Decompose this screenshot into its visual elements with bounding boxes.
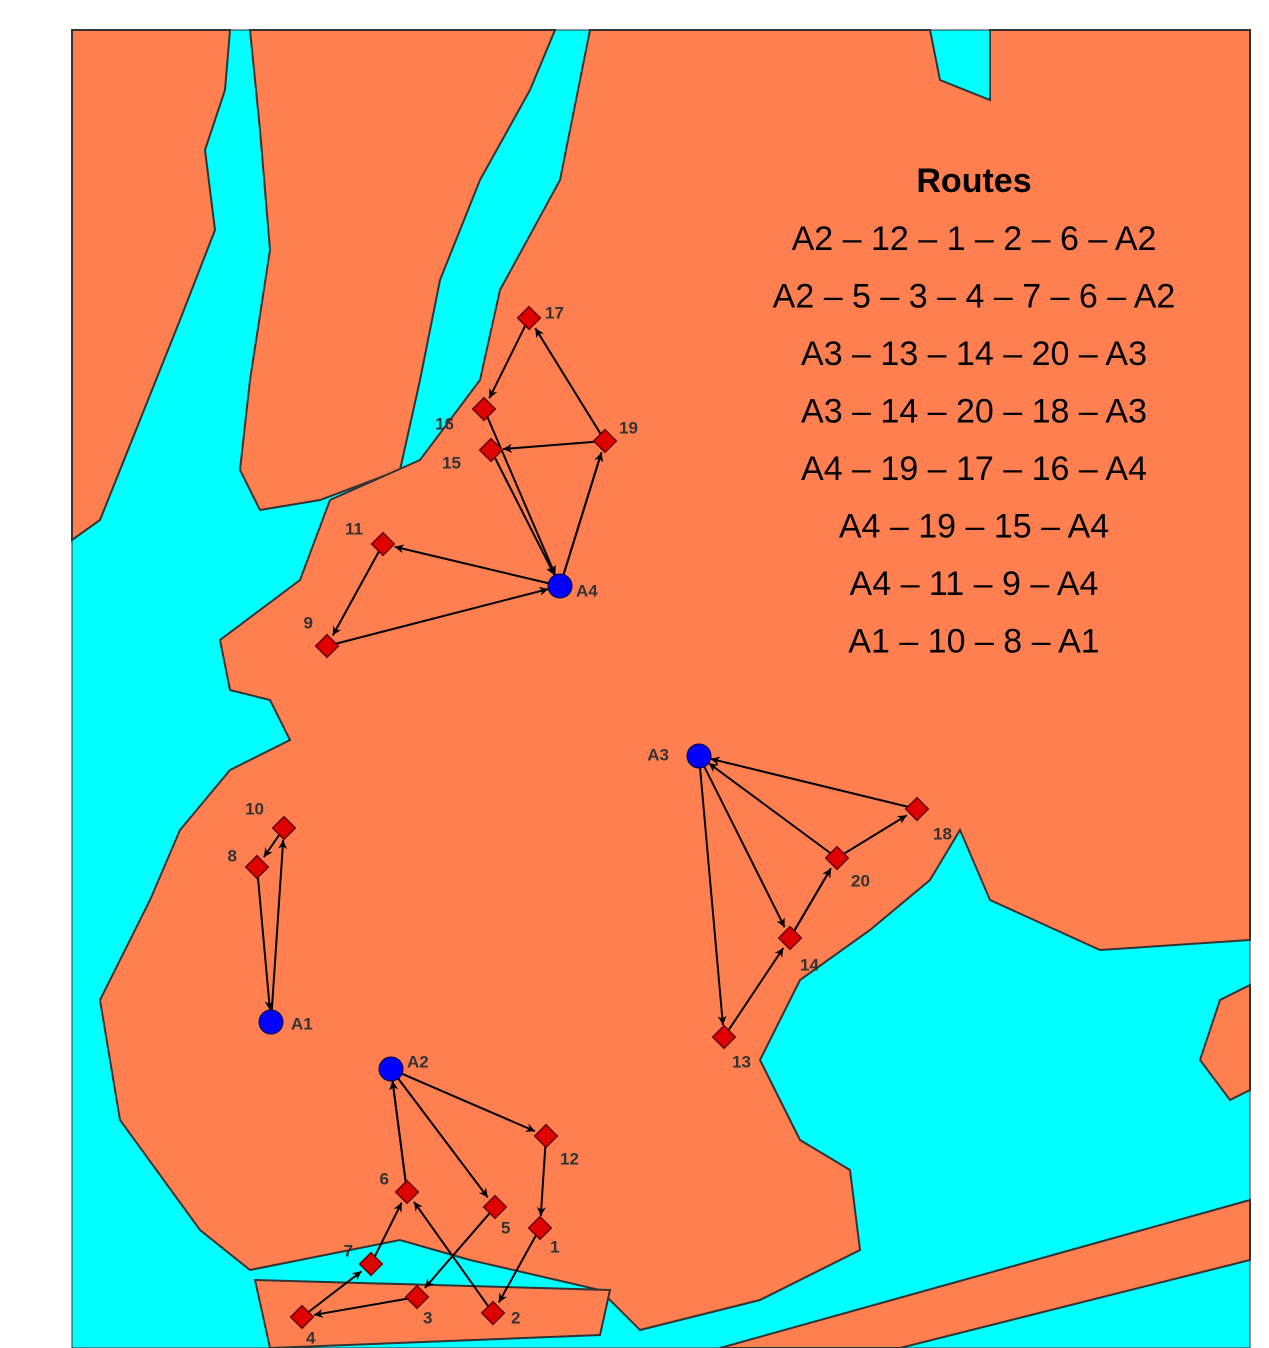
legend-route: A2 – 12 – 1 – 2 – 6 – A2 — [792, 220, 1157, 258]
route-arrow — [413, 1201, 490, 1308]
depot-label: A3 — [647, 745, 669, 764]
route-arrow — [263, 834, 281, 858]
customer-node — [394, 1179, 420, 1205]
customer-node — [358, 1251, 384, 1277]
depot-node — [547, 573, 573, 599]
depot-node — [258, 1009, 284, 1035]
legend-route: A4 – 19 – 17 – 16 – A4 — [801, 450, 1147, 488]
customer-label: 5 — [501, 1218, 510, 1237]
customer-label: 18 — [933, 824, 952, 843]
customer-label: 6 — [380, 1169, 389, 1188]
customer-label: 2 — [511, 1308, 520, 1327]
route-arrow — [493, 456, 556, 576]
route-arrow — [710, 756, 910, 809]
customer-label: 8 — [228, 846, 237, 865]
route-arrow — [397, 1071, 536, 1133]
route-arrow — [534, 327, 602, 435]
customer-label: 19 — [619, 418, 638, 437]
customer-label: 10 — [245, 799, 264, 818]
land-coney — [253, 1278, 612, 1348]
customer-label: 12 — [560, 1149, 579, 1168]
route-arrow — [394, 544, 553, 586]
customer-label: 17 — [545, 303, 564, 322]
legend-route: A1 – 10 – 8 – A1 — [848, 622, 1099, 660]
route-arrow — [793, 867, 832, 932]
customer-node — [592, 428, 618, 454]
route-arrow — [395, 1074, 489, 1199]
customer-node — [777, 925, 803, 951]
routes — [256, 324, 910, 1318]
customer-label: 20 — [851, 871, 870, 890]
route-arrow — [843, 814, 908, 855]
route-arrow — [331, 550, 381, 636]
route-arrow — [727, 947, 785, 1031]
land-island — [1198, 983, 1251, 1102]
depot-node — [378, 1056, 404, 1082]
route-arrow — [536, 1143, 547, 1217]
route-arrow — [561, 452, 604, 579]
legend: A2 – 12 – 1 – 2 – 6 – A2 A2 – 5 – 3 – 4 –… — [773, 220, 1176, 661]
route-arrow — [701, 762, 786, 928]
customer-node — [516, 305, 542, 331]
route-arrow — [270, 839, 288, 1015]
customer-node — [482, 1194, 508, 1220]
route-arrow — [698, 763, 727, 1026]
depot-label: A1 — [291, 1014, 313, 1033]
route-arrow — [708, 762, 832, 855]
customer-node — [370, 531, 396, 557]
depot-label: A2 — [407, 1052, 429, 1071]
route-arrow — [497, 1234, 538, 1303]
route-arrow — [256, 874, 274, 1011]
land — [71, 29, 1251, 1348]
customer-node — [824, 845, 850, 871]
customer-node — [904, 796, 930, 822]
customer-node — [480, 1300, 506, 1326]
legend-route: A4 – 11 – 9 – A4 — [850, 565, 1099, 603]
legend-route: A3 – 14 – 20 – 18 – A3 — [801, 392, 1147, 430]
customer-node — [244, 854, 270, 880]
customer-node — [527, 1215, 553, 1241]
route-arrow — [486, 415, 557, 576]
legend-title: Routes — [916, 162, 1031, 200]
customer-label: 9 — [304, 613, 313, 632]
depot-label: A4 — [576, 581, 598, 600]
land-manhattan — [238, 29, 557, 512]
customer-node — [289, 1304, 315, 1330]
route-arrow — [307, 1270, 363, 1313]
land-main — [98, 29, 1251, 1332]
customer-label: 3 — [423, 1308, 432, 1327]
customer-node — [314, 633, 340, 659]
customer-label: 4 — [306, 1328, 316, 1347]
route-arrow — [502, 440, 598, 453]
customer-node — [404, 1284, 430, 1310]
customer-node — [471, 396, 497, 422]
customer-node — [711, 1024, 737, 1050]
land-nj — [71, 29, 232, 542]
legend-route: A2 – 5 – 3 – 4 – 7 – 6 – A2 — [773, 277, 1176, 315]
depot-node — [686, 743, 712, 769]
customer-label: 1 — [550, 1237, 559, 1256]
customer-node — [533, 1123, 559, 1149]
customer-node — [478, 437, 504, 463]
route-arrow — [424, 1212, 491, 1289]
customer-node — [271, 815, 297, 841]
legend-route: A4 – 19 – 15 – A4 — [839, 507, 1109, 545]
route-arrow — [313, 1297, 410, 1318]
legend-route: A3 – 13 – 14 – 20 – A3 — [801, 335, 1147, 373]
land-rockaway — [719, 1198, 1251, 1348]
customer-label: 16 — [435, 414, 454, 433]
customer-label: 7 — [344, 1241, 353, 1260]
customer-label: 13 — [732, 1052, 751, 1071]
route-arrow — [334, 586, 549, 645]
route-arrow — [373, 1202, 403, 1258]
customer-label: 11 — [345, 519, 363, 538]
customer-label: 15 — [442, 453, 461, 472]
customer-label: 14 — [800, 955, 819, 974]
route-arrow — [488, 324, 527, 399]
route-arrow — [389, 1080, 407, 1185]
